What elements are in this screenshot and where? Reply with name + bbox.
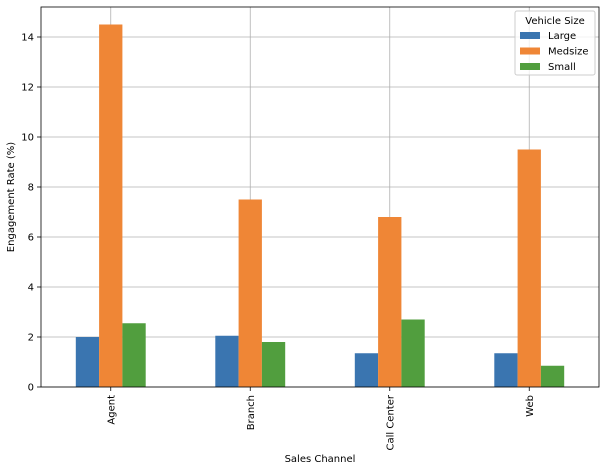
y-tick-label: 14 [21,33,34,44]
bar-small-call-center [401,319,425,387]
legend-label: Large [548,31,576,42]
legend-frame [514,10,596,76]
legend-label: Medsize [548,47,589,58]
bar-small-web [540,365,565,387]
bar-medsize-branch [238,199,262,387]
ticks: 0 2 4 6 8 10 12 14 Agent Branch Call Center Web [21,33,535,451]
bar-large-call-center [354,353,379,387]
x-axis-label: Sales Channel [285,454,356,465]
plot-frame [40,6,600,388]
legend-label: Small [548,62,576,73]
bar-large-web [494,353,518,387]
bar-small-branch [261,342,286,387]
x-tick-label: Agent [106,395,117,425]
y-tick-label: 12 [21,83,34,94]
y-tick-label: 10 [21,133,34,144]
y-tick-label: 2 [28,333,34,344]
x-tick-label: Call Center [385,394,396,450]
axes [40,6,600,388]
y-axis-label: Engagement Rate (%) [6,142,17,252]
x-tick-label: Branch [246,395,257,430]
bar-medsize-agent [99,24,123,387]
legend-swatch [520,63,540,70]
bar-medsize-call-center [378,217,402,387]
y-tick-label: 0 [28,383,34,394]
y-tick-label: 4 [28,283,34,294]
x-tick-label: Web [525,395,536,417]
legend-swatch [520,32,540,39]
y-tick-label: 8 [28,183,34,194]
legend-title: Vehicle Size [525,16,584,27]
y-tick-label: 6 [28,233,34,244]
bar-small-agent [122,323,146,387]
legend: Vehicle Size Large Medsize Small [514,10,596,76]
bar-large-agent [75,337,100,387]
bars [75,24,565,387]
legend-swatch [520,47,540,55]
bar-medsize-web [517,149,541,387]
bar-large-branch [215,335,239,387]
